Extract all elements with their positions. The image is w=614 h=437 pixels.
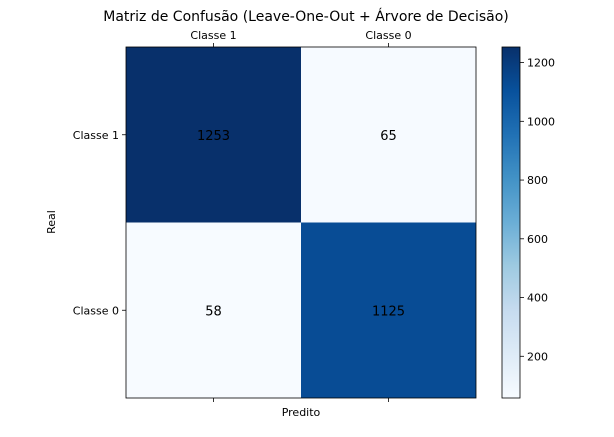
colorbar-tick-label: 1200 xyxy=(527,57,555,70)
y-axis-label: Real xyxy=(45,210,58,234)
heatmap-cells xyxy=(126,47,476,398)
heatmap-cell xyxy=(301,222,476,398)
y-axis-ticks: Classe 1 Classe 0 xyxy=(73,129,126,317)
colorbar-ticks: 200 400 600 800 1000 1200 xyxy=(520,57,555,363)
x-tick-label: Classe 0 xyxy=(365,29,411,42)
y-tick-label: Classe 1 xyxy=(73,129,119,142)
heatmap-cell xyxy=(126,47,301,223)
colorbar xyxy=(501,46,521,399)
x-axis-label: Predito xyxy=(282,406,321,419)
x-tick-label: Classe 1 xyxy=(190,29,236,42)
plot-frame xyxy=(125,46,477,399)
y-tick-label: Classe 0 xyxy=(73,304,119,317)
cell-value-label: 58 xyxy=(205,304,222,319)
colorbar-tick-label: 800 xyxy=(527,174,548,187)
colorbar-tick-label: 400 xyxy=(527,292,548,305)
heatmap-cell-labels: 1253 65 58 1125 xyxy=(197,129,405,320)
colorbar-tick-label: 600 xyxy=(527,233,548,246)
colorbar-tick-label: 1000 xyxy=(527,115,555,128)
heatmap-cell xyxy=(301,47,476,223)
colorbar-tick-label: 200 xyxy=(527,350,548,363)
chart-title: Matriz de Confusão (Leave-One-Out + Árvo… xyxy=(103,8,508,25)
heatmap-cell xyxy=(126,222,301,398)
x-axis-ticks: Classe 1 Classe 0 xyxy=(190,29,412,402)
cell-value-label: 65 xyxy=(380,129,397,144)
cell-value-label: 1253 xyxy=(197,129,230,144)
cell-value-label: 1125 xyxy=(372,304,405,319)
